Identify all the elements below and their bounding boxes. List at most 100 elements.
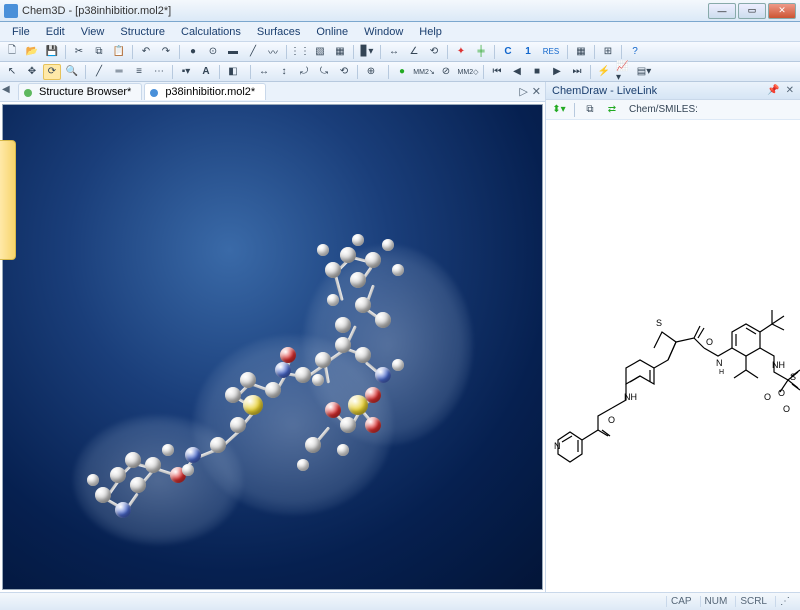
mm2-icon[interactable]: MM2↘ bbox=[413, 64, 435, 80]
ribbon-icon[interactable]: 〰 bbox=[264, 44, 282, 60]
svg-text:O: O bbox=[783, 404, 790, 414]
eraser-icon[interactable]: ◧ bbox=[224, 64, 242, 80]
rot-y-icon[interactable]: ⤿ bbox=[315, 64, 333, 80]
surface-wire-icon[interactable]: ▦ bbox=[331, 44, 349, 60]
text-icon[interactable]: A bbox=[197, 64, 215, 80]
close-button[interactable]: ✕ bbox=[768, 3, 796, 19]
panel-toolbar: ⬍▾ ⧉ ⇄ Chem/SMILES: bbox=[546, 100, 800, 120]
frame-next-icon[interactable]: ▶ bbox=[548, 64, 566, 80]
copy-icon[interactable]: ⧉ bbox=[90, 44, 108, 60]
energy-icon[interactable]: ⚡ bbox=[595, 64, 613, 80]
select-icon[interactable]: ↖ bbox=[3, 64, 21, 80]
pin-icon[interactable]: 📌 bbox=[767, 85, 779, 96]
atom bbox=[335, 317, 351, 333]
bond-order-button[interactable]: 1 bbox=[519, 44, 537, 60]
zoom-icon[interactable]: 🔍 bbox=[63, 64, 81, 80]
menu-window[interactable]: Window bbox=[356, 24, 411, 40]
rot-z-icon[interactable]: ⟲ bbox=[335, 64, 353, 80]
rot-x-icon[interactable]: ⤾ bbox=[295, 64, 313, 80]
status-cap: CAP bbox=[666, 596, 696, 607]
panel-close-icon[interactable]: ✕ bbox=[786, 85, 794, 96]
dummy-bond-icon[interactable]: ⋯ bbox=[150, 64, 168, 80]
minimize-button[interactable]: — bbox=[708, 3, 736, 19]
menu-view[interactable]: View bbox=[73, 24, 113, 40]
link-icon[interactable]: ⬍▾ bbox=[550, 102, 568, 118]
tab-scroll-left-icon[interactable]: ◀ bbox=[2, 84, 10, 95]
triple-bond-icon[interactable]: ≡ bbox=[130, 64, 148, 80]
atom bbox=[350, 272, 366, 288]
menu-file[interactable]: File bbox=[4, 24, 38, 40]
menu-online[interactable]: Online bbox=[308, 24, 356, 40]
tab-scroll-right-icon[interactable]: ▷ bbox=[519, 85, 527, 98]
settings-icon[interactable]: ▤▾ bbox=[635, 64, 653, 80]
mm2-dyn-icon[interactable]: MM2◇ bbox=[457, 64, 479, 80]
double-bond-icon[interactable]: ═ bbox=[110, 64, 128, 80]
trans-x-icon[interactable]: ↔ bbox=[255, 64, 273, 80]
tab-label: p38inhibitior.mol2* bbox=[165, 86, 255, 98]
trans-y-icon[interactable]: ↕ bbox=[275, 64, 293, 80]
sphere-icon[interactable]: ● bbox=[184, 44, 202, 60]
atom bbox=[317, 244, 329, 256]
collapsed-side-panel[interactable] bbox=[0, 140, 16, 260]
menu-calculations[interactable]: Calculations bbox=[173, 24, 249, 40]
atom bbox=[87, 474, 99, 486]
open-icon[interactable]: 📂 bbox=[23, 44, 41, 60]
frame-last-icon[interactable]: ⏭ bbox=[568, 64, 586, 80]
frame-prev-icon[interactable]: ◀ bbox=[508, 64, 526, 80]
rotate-icon[interactable]: ⟳ bbox=[43, 64, 61, 80]
cut-icon[interactable]: ✂ bbox=[70, 44, 88, 60]
tab-structure-browser[interactable]: Structure Browser* bbox=[18, 83, 142, 100]
atom bbox=[95, 487, 111, 503]
menu-structure[interactable]: Structure bbox=[112, 24, 173, 40]
cylinder-icon[interactable]: ▬ bbox=[224, 44, 242, 60]
center-icon[interactable]: ⊕ bbox=[362, 64, 380, 80]
element-c-button[interactable]: C bbox=[499, 44, 517, 60]
measure-angle-icon[interactable]: ∠ bbox=[405, 44, 423, 60]
ball-stick-icon[interactable]: ⊙ bbox=[204, 44, 222, 60]
chart-icon[interactable]: 📈▾ bbox=[615, 64, 633, 80]
copy-2d-icon[interactable]: ⧉ bbox=[581, 102, 599, 118]
grid-icon[interactable]: ╪ bbox=[472, 44, 490, 60]
atom bbox=[315, 352, 331, 368]
measure-dihedral-icon[interactable]: ⟲ bbox=[425, 44, 443, 60]
maximize-button[interactable]: ▭ bbox=[738, 3, 766, 19]
tab-close-icon[interactable]: ✕ bbox=[532, 85, 541, 98]
undo-icon[interactable]: ↶ bbox=[137, 44, 155, 60]
save-icon[interactable]: 💾 bbox=[43, 44, 61, 60]
measure-dist-icon[interactable]: ↔ bbox=[385, 44, 403, 60]
res-button[interactable]: RES bbox=[539, 44, 563, 60]
tab-label: Structure Browser* bbox=[39, 86, 131, 98]
resize-grip-icon[interactable]: ⋰ bbox=[775, 596, 794, 607]
stop-icon[interactable]: ⊘ bbox=[437, 64, 455, 80]
menu-edit[interactable]: Edit bbox=[38, 24, 73, 40]
wire-icon[interactable]: ╱ bbox=[244, 44, 262, 60]
viewport-3d[interactable] bbox=[2, 104, 543, 590]
svg-text:NH: NH bbox=[624, 392, 637, 402]
chemdraw-canvas[interactable]: NONHSONHONHOSO bbox=[546, 120, 800, 592]
frame-stop-icon[interactable]: ■ bbox=[528, 64, 546, 80]
sync-icon[interactable]: ⇄ bbox=[603, 102, 621, 118]
window-layout-icon[interactable]: ⊞ bbox=[599, 44, 617, 60]
structure-2d: NONHSONHONHOSO bbox=[546, 120, 800, 580]
new-icon[interactable]: 🗋 bbox=[3, 44, 21, 60]
axis-icon[interactable]: ✦ bbox=[452, 44, 470, 60]
svg-text:O: O bbox=[608, 415, 615, 425]
menu-surfaces[interactable]: Surfaces bbox=[249, 24, 308, 40]
table-icon[interactable]: ▦ bbox=[572, 44, 590, 60]
menu-help[interactable]: Help bbox=[411, 24, 450, 40]
paste-icon[interactable]: 📋 bbox=[110, 44, 128, 60]
svg-text:S: S bbox=[790, 372, 796, 382]
help-icon[interactable]: ? bbox=[626, 44, 644, 60]
frame-first-icon[interactable]: ⏮ bbox=[488, 64, 506, 80]
single-bond-icon[interactable]: ╱ bbox=[90, 64, 108, 80]
move-icon[interactable]: ✥ bbox=[23, 64, 41, 80]
tab-file[interactable]: p38inhibitior.mol2* bbox=[144, 83, 266, 100]
build-icon[interactable]: ▪▾ bbox=[177, 64, 195, 80]
redo-icon[interactable]: ↷ bbox=[157, 44, 175, 60]
surface-dots-icon[interactable]: ⋮⋮ bbox=[291, 44, 309, 60]
bgcolor-icon[interactable]: ▊▾ bbox=[358, 44, 376, 60]
toolbar-tools: ↖ ✥ ⟳ 🔍 ╱ ═ ≡ ⋯ ▪▾ A ◧ ↔ ↕ ⤾ ⤿ ⟲ ⊕ ● MM2… bbox=[0, 62, 800, 82]
surface-solid-icon[interactable]: ▧ bbox=[311, 44, 329, 60]
play-icon[interactable]: ● bbox=[393, 64, 411, 80]
atom bbox=[365, 252, 381, 268]
